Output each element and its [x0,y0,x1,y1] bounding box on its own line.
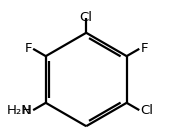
Text: Cl: Cl [140,104,153,117]
Text: F: F [25,42,32,55]
Text: H₂N: H₂N [7,104,32,117]
Text: Cl: Cl [80,10,93,24]
Text: H: H [22,104,32,117]
Text: F: F [140,42,148,55]
